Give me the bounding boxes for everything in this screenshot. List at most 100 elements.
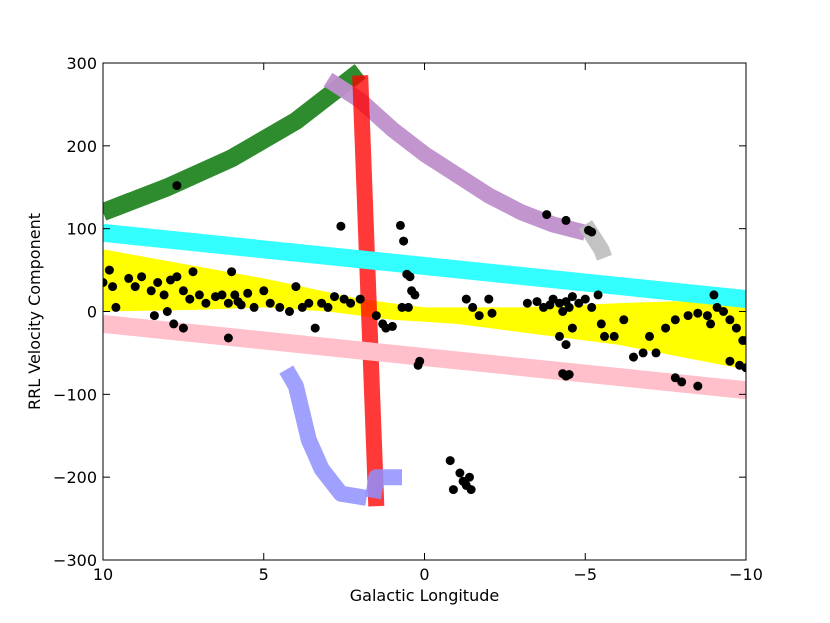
data-point [291, 282, 301, 292]
band-0 [103, 249, 746, 370]
data-point [227, 267, 237, 277]
curve-0 [103, 64, 366, 221]
band-layer [103, 249, 746, 370]
data-point [410, 290, 420, 300]
data-point [201, 298, 211, 308]
data-point [230, 290, 240, 300]
data-point [548, 294, 558, 304]
data-point [259, 286, 269, 296]
data-point [609, 331, 619, 341]
data-point [466, 485, 476, 495]
data-point [645, 331, 654, 341]
data-point [567, 323, 577, 333]
data-point [461, 294, 471, 304]
data-point [522, 298, 532, 308]
data-point [593, 290, 603, 300]
data-point [297, 302, 307, 312]
data-point [339, 294, 349, 304]
data-point [285, 307, 294, 316]
data-point [159, 290, 169, 300]
data-point [670, 315, 680, 325]
data-point [555, 331, 564, 341]
data-point [738, 336, 746, 345]
data-point [108, 282, 118, 292]
data-point [445, 456, 455, 466]
data-point [169, 319, 179, 329]
data-point [702, 311, 712, 321]
data-point [542, 210, 552, 220]
data-point [532, 297, 542, 307]
data-point [487, 308, 497, 318]
data-point [178, 323, 188, 333]
curve-3 [352, 75, 385, 507]
data-point [162, 307, 172, 316]
data-point [172, 181, 182, 191]
data-point [178, 286, 188, 296]
data-point [670, 373, 680, 383]
data-point [600, 331, 609, 341]
data-point [619, 315, 629, 325]
x-tick-label: 0 [419, 565, 429, 584]
data-point [564, 302, 574, 312]
data-point [580, 294, 590, 304]
data-point [403, 302, 413, 312]
x-tick-label: −10 [729, 565, 763, 584]
data-point [719, 307, 728, 316]
data-point [693, 308, 703, 318]
data-point [346, 298, 356, 308]
data-point [405, 272, 415, 282]
data-point [741, 363, 746, 373]
data-point [564, 370, 574, 379]
data-point [731, 323, 741, 333]
curve-5 [279, 365, 368, 506]
data-point [474, 311, 484, 321]
data-point [561, 340, 571, 350]
data-point [465, 472, 474, 482]
data-point [638, 348, 648, 358]
data-point [188, 267, 198, 277]
y-tick-label: −100 [53, 385, 97, 404]
data-point [709, 290, 719, 300]
data-point [146, 286, 156, 296]
data-point [468, 302, 478, 312]
data-point [693, 381, 703, 391]
data-point [243, 288, 253, 298]
data-point [706, 319, 716, 329]
data-point [153, 278, 163, 287]
data-point [223, 298, 233, 308]
data-point [249, 302, 259, 312]
data-point [629, 352, 638, 362]
data-point [323, 302, 333, 312]
data-point [567, 292, 577, 302]
data-point [103, 278, 108, 287]
curve-4 [365, 469, 402, 500]
data-point [415, 356, 425, 366]
data-point [149, 311, 159, 321]
data-point [596, 319, 606, 329]
data-point [683, 311, 693, 321]
y-tick-label: −300 [53, 551, 97, 570]
data-point [355, 294, 365, 304]
y-tick-label: 300 [66, 54, 97, 73]
data-point [194, 290, 204, 300]
data-point [455, 468, 465, 478]
data-point [236, 300, 246, 310]
data-point [223, 333, 233, 343]
curve-7 [103, 314, 746, 400]
data-point [397, 302, 407, 312]
data-point [137, 272, 147, 282]
curve-layer [103, 64, 746, 507]
data-point [130, 282, 140, 292]
y-tick-label: 200 [66, 137, 97, 156]
curve-1 [323, 72, 588, 241]
data-point [336, 221, 346, 231]
data-point [330, 292, 339, 302]
data-point [310, 323, 320, 333]
data-point [587, 302, 597, 312]
data-point [275, 302, 285, 312]
curve-6 [103, 223, 746, 309]
data-point [371, 311, 381, 321]
data-point [725, 356, 735, 366]
x-axis-label: Galactic Longitude [350, 586, 499, 605]
